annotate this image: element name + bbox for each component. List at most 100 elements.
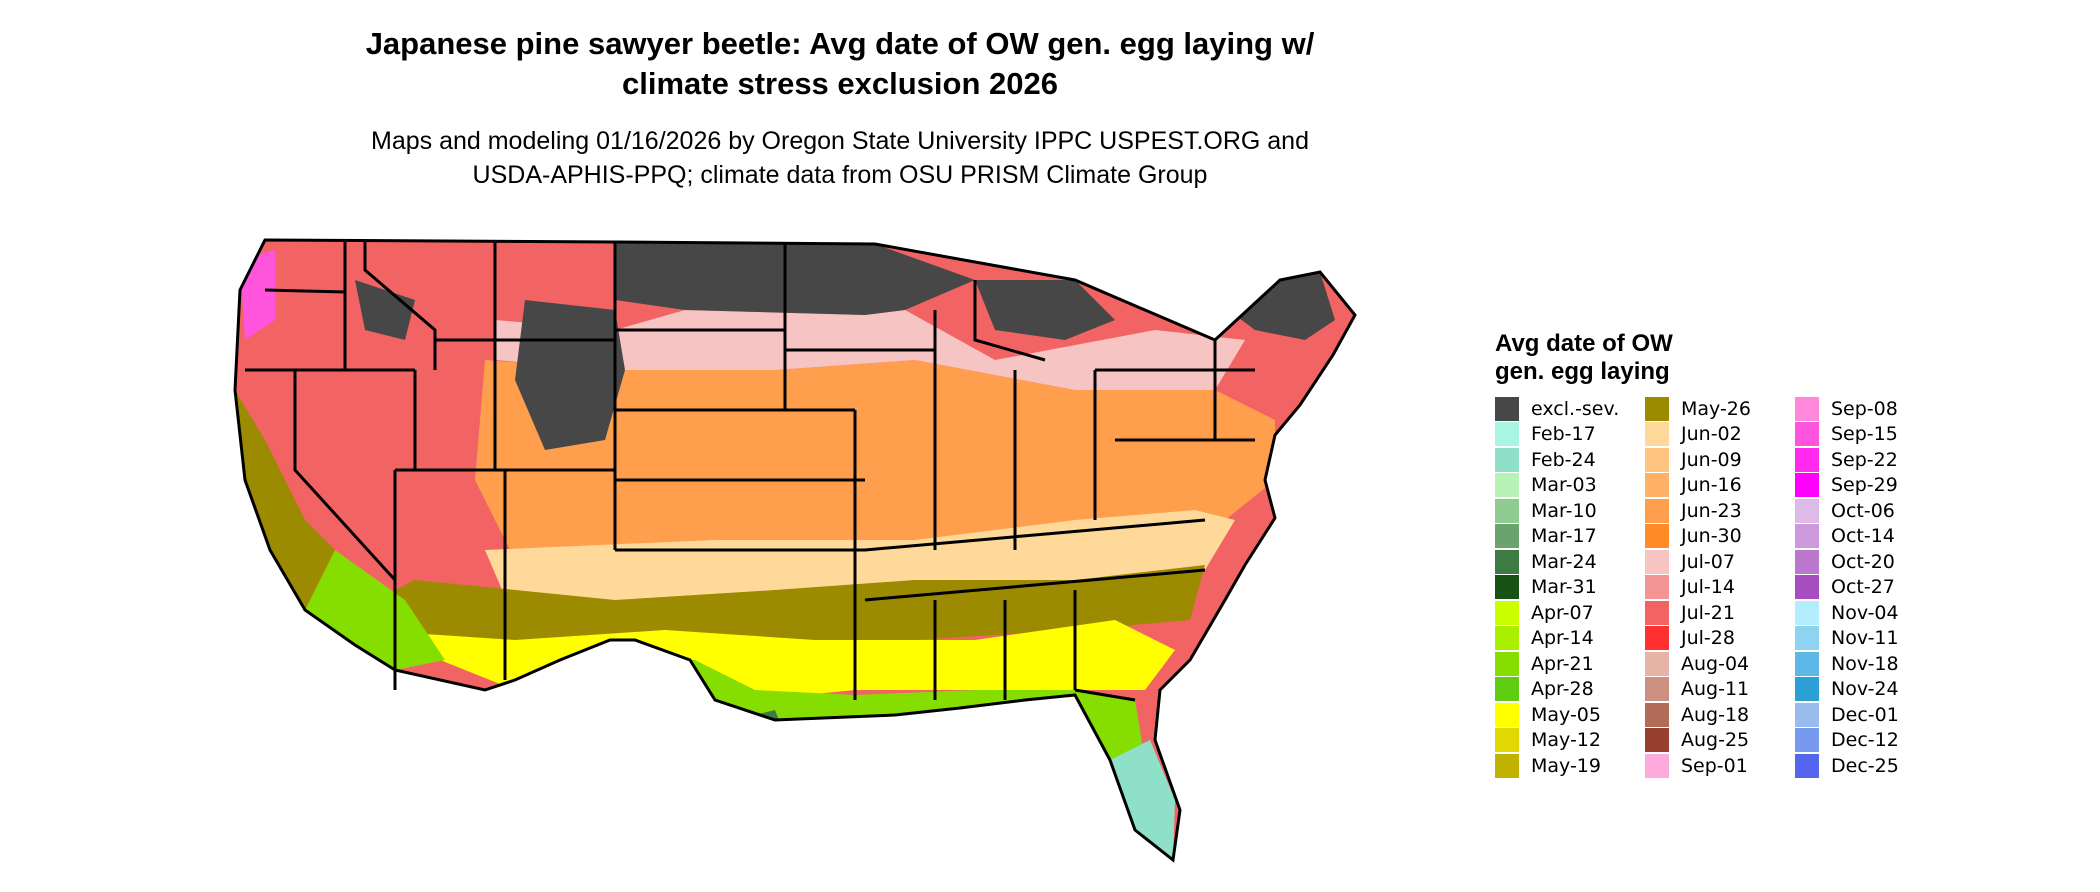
legend-item: Dec-25 xyxy=(1795,753,1935,779)
border-tn-north xyxy=(864,518,1206,552)
legend-swatch xyxy=(1795,524,1819,549)
legend-swatch xyxy=(1795,677,1819,702)
legend-label: Nov-18 xyxy=(1831,652,1899,675)
legend-item: Jul-14 xyxy=(1645,575,1785,601)
legend-item: Apr-14 xyxy=(1495,626,1635,652)
legend-item: May-19 xyxy=(1495,753,1635,779)
legend-item: Dec-12 xyxy=(1795,728,1935,754)
legend-item: Nov-24 xyxy=(1795,677,1935,703)
legend-label: Jun-16 xyxy=(1681,474,1742,497)
map-title-line-2: climate stress exclusion 2026 xyxy=(622,66,1058,101)
legend-swatch xyxy=(1645,702,1669,727)
map-subtitle: Maps and modeling 01/16/2026 by Oregon S… xyxy=(220,124,1460,192)
legend-label: Mar-17 xyxy=(1531,525,1597,548)
legend-label: Jul-21 xyxy=(1681,601,1735,624)
legend-title: Avg date of OW gen. egg laying xyxy=(1495,330,1935,386)
legend-item: Aug-25 xyxy=(1645,728,1785,754)
legend-swatch xyxy=(1495,447,1519,472)
legend-label: Oct-14 xyxy=(1831,525,1895,548)
legend-swatch xyxy=(1795,575,1819,600)
legend-label: Jul-28 xyxy=(1681,627,1735,650)
legend-item: May-05 xyxy=(1495,702,1635,728)
legend-item: Jun-09 xyxy=(1645,447,1785,473)
legend-item: Dec-01 xyxy=(1795,702,1935,728)
legend-column: May-26 Jun-02 Jun-09 Jun-16 Jun-23 Jun-30 Jul-… xyxy=(1645,396,1785,779)
legend-label: Jun-23 xyxy=(1681,499,1742,522)
legend-swatch xyxy=(1495,396,1519,421)
state-borders xyxy=(233,238,1357,862)
legend-swatch xyxy=(1645,498,1669,523)
legend-item: Apr-07 xyxy=(1495,600,1635,626)
legend: Avg date of OW gen. egg laying excl.-sev… xyxy=(1495,330,1935,779)
legend-item: Oct-14 xyxy=(1795,524,1935,550)
legend-columns: excl.-sev. Feb-17 Feb-24 Mar-03 Mar-10 Mar-17… xyxy=(1495,396,1935,779)
legend-item: Mar-10 xyxy=(1495,498,1635,524)
border-id-mt xyxy=(363,242,437,370)
map-fill xyxy=(235,240,1355,860)
legend-item: Mar-31 xyxy=(1495,575,1635,601)
legend-swatch xyxy=(1795,728,1819,753)
map-zone-florida xyxy=(1110,740,1175,860)
legend-label: Apr-28 xyxy=(1531,678,1594,701)
legend-item: Oct-06 xyxy=(1795,498,1935,524)
legend-item: excl.-sev. xyxy=(1495,396,1635,422)
legend-label: Jun-02 xyxy=(1681,423,1742,446)
legend-label: Oct-27 xyxy=(1831,576,1895,599)
legend-label: Oct-20 xyxy=(1831,550,1895,573)
legend-label: Dec-12 xyxy=(1831,729,1899,752)
legend-item: Sep-08 xyxy=(1795,396,1935,422)
legend-item: Jul-28 xyxy=(1645,626,1785,652)
legend-label: Sep-08 xyxy=(1831,397,1898,420)
legend-label: Mar-31 xyxy=(1531,576,1597,599)
legend-label: Mar-10 xyxy=(1531,499,1597,522)
legend-item: Nov-11 xyxy=(1795,626,1935,652)
legend-swatch xyxy=(1495,575,1519,600)
legend-swatch xyxy=(1645,473,1669,498)
legend-title-line-2: gen. egg laying xyxy=(1495,358,1670,385)
map-title-line-1: Japanese pine sawyer beetle: Avg date of… xyxy=(365,26,1315,61)
legend-swatch xyxy=(1495,422,1519,447)
legend-label: Apr-07 xyxy=(1531,601,1594,624)
legend-swatch xyxy=(1645,753,1669,778)
legend-swatch xyxy=(1495,702,1519,727)
legend-column: excl.-sev. Feb-17 Feb-24 Mar-03 Mar-10 Mar-17… xyxy=(1495,396,1635,779)
legend-label: Mar-24 xyxy=(1531,550,1597,573)
legend-label: Jul-14 xyxy=(1681,576,1735,599)
legend-swatch xyxy=(1495,677,1519,702)
legend-label: Nov-24 xyxy=(1831,678,1899,701)
legend-label: Sep-15 xyxy=(1831,423,1898,446)
legend-item: Apr-21 xyxy=(1495,651,1635,677)
legend-label: Aug-11 xyxy=(1681,678,1750,701)
legend-label: excl.-sev. xyxy=(1531,397,1620,420)
legend-item: Feb-24 xyxy=(1495,447,1635,473)
legend-swatch xyxy=(1795,651,1819,676)
legend-swatch xyxy=(1495,600,1519,625)
legend-item: Nov-04 xyxy=(1795,600,1935,626)
legend-label: Jun-09 xyxy=(1681,448,1742,471)
legend-swatch xyxy=(1795,753,1819,778)
legend-swatch xyxy=(1645,396,1669,421)
legend-label: Aug-04 xyxy=(1681,652,1750,675)
map-zone-light-orange xyxy=(485,510,1235,620)
legend-swatch xyxy=(1495,728,1519,753)
map-zone-excluded-idaho xyxy=(355,280,415,340)
legend-column: Sep-08 Sep-15 Sep-22 Sep-29 Oct-06 Oct-14 Oct-… xyxy=(1795,396,1935,779)
legend-swatch xyxy=(1495,473,1519,498)
legend-swatch xyxy=(1645,651,1669,676)
legend-swatch xyxy=(1795,626,1819,651)
legend-item: May-12 xyxy=(1495,728,1635,754)
legend-swatch xyxy=(1645,677,1669,702)
legend-item: Sep-29 xyxy=(1795,473,1935,499)
us-map xyxy=(233,238,1357,862)
legend-item: Apr-28 xyxy=(1495,677,1635,703)
legend-swatch xyxy=(1645,600,1669,625)
map-zone-dark-green-texas xyxy=(735,710,815,830)
legend-swatch xyxy=(1495,549,1519,574)
map-title: Japanese pine sawyer beetle: Avg date of… xyxy=(220,24,1460,104)
legend-label: Jun-30 xyxy=(1681,525,1742,548)
legend-label: Apr-21 xyxy=(1531,652,1594,675)
legend-item: Sep-01 xyxy=(1645,753,1785,779)
legend-label: May-12 xyxy=(1531,729,1601,752)
map-subtitle-line-1: Maps and modeling 01/16/2026 by Oregon S… xyxy=(371,127,1309,155)
legend-label: Nov-04 xyxy=(1831,601,1899,624)
